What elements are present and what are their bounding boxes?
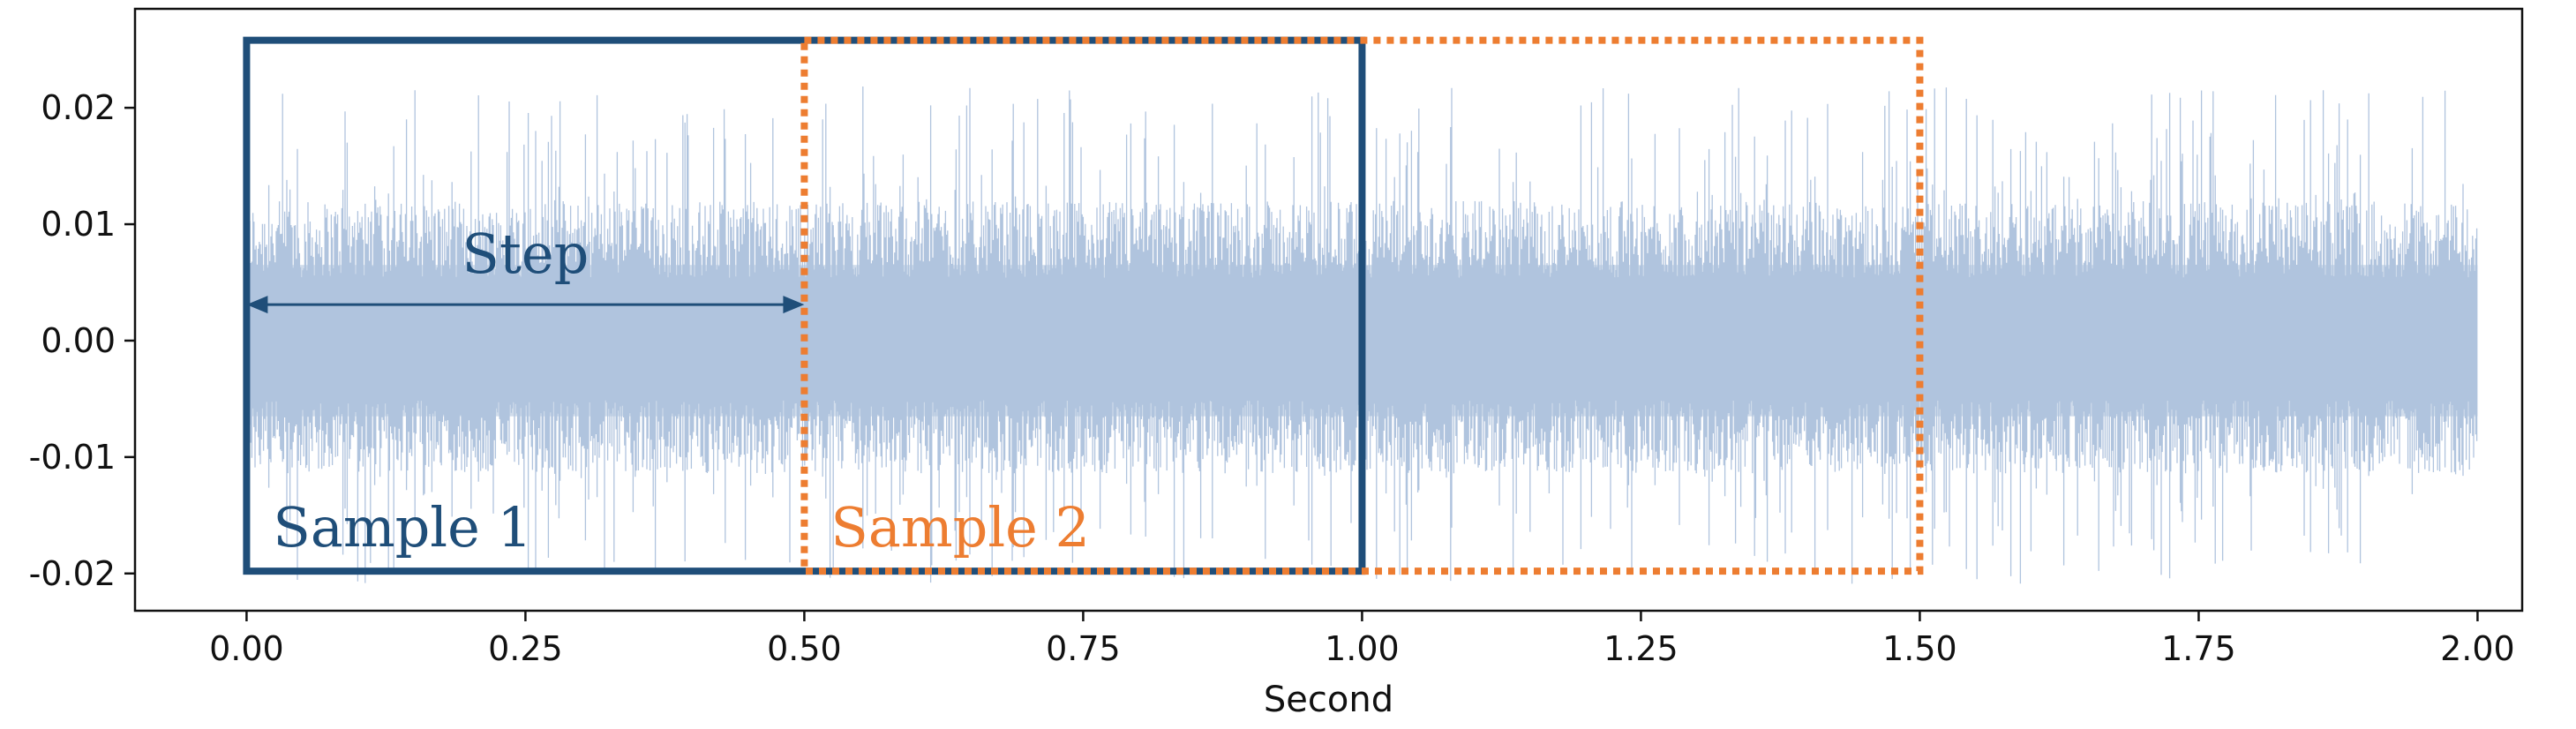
y-tick-label: -0.01 xyxy=(29,438,116,477)
x-tick-label: 1.50 xyxy=(1882,629,1957,668)
x-axis-label: Second xyxy=(1264,680,1393,720)
y-tick-label: 0.02 xyxy=(41,88,116,127)
x-axis: 0.00 0.25 0.50 0.75 1.00 1.25 1.50 1.75 2.00 xyxy=(209,611,2515,668)
window-layer xyxy=(243,36,1924,575)
sample-2-window xyxy=(800,36,1924,575)
y-tick-label: 0.01 xyxy=(41,205,116,244)
y-axis: 0.02 0.01 0.00 -0.01 -0.02 xyxy=(29,88,135,593)
sample-2-label: Sample 2 xyxy=(830,495,1090,560)
plot-frame xyxy=(133,7,2524,613)
step-label: Step xyxy=(462,222,590,286)
x-tick-label: 0.00 xyxy=(209,629,284,668)
y-tick-label: 0.00 xyxy=(41,321,116,360)
x-tick-label: 1.75 xyxy=(2161,629,2236,668)
x-tick-label: 0.75 xyxy=(1046,629,1121,668)
x-tick-label: 1.00 xyxy=(1325,629,1400,668)
x-tick-label: 0.50 xyxy=(767,629,842,668)
x-tick-label: 0.25 xyxy=(488,629,563,668)
step-arrow-head-right xyxy=(783,296,805,314)
step-arrow-head-left xyxy=(246,296,268,314)
x-tick-label: 1.25 xyxy=(1603,629,1679,668)
annotation-layer: Sample 1 Sample 2 Step xyxy=(246,222,1090,560)
x-tick-label: 2.00 xyxy=(2440,629,2515,668)
y-tick-label: -0.02 xyxy=(29,554,116,593)
sample-1-label: Sample 1 xyxy=(273,495,532,560)
